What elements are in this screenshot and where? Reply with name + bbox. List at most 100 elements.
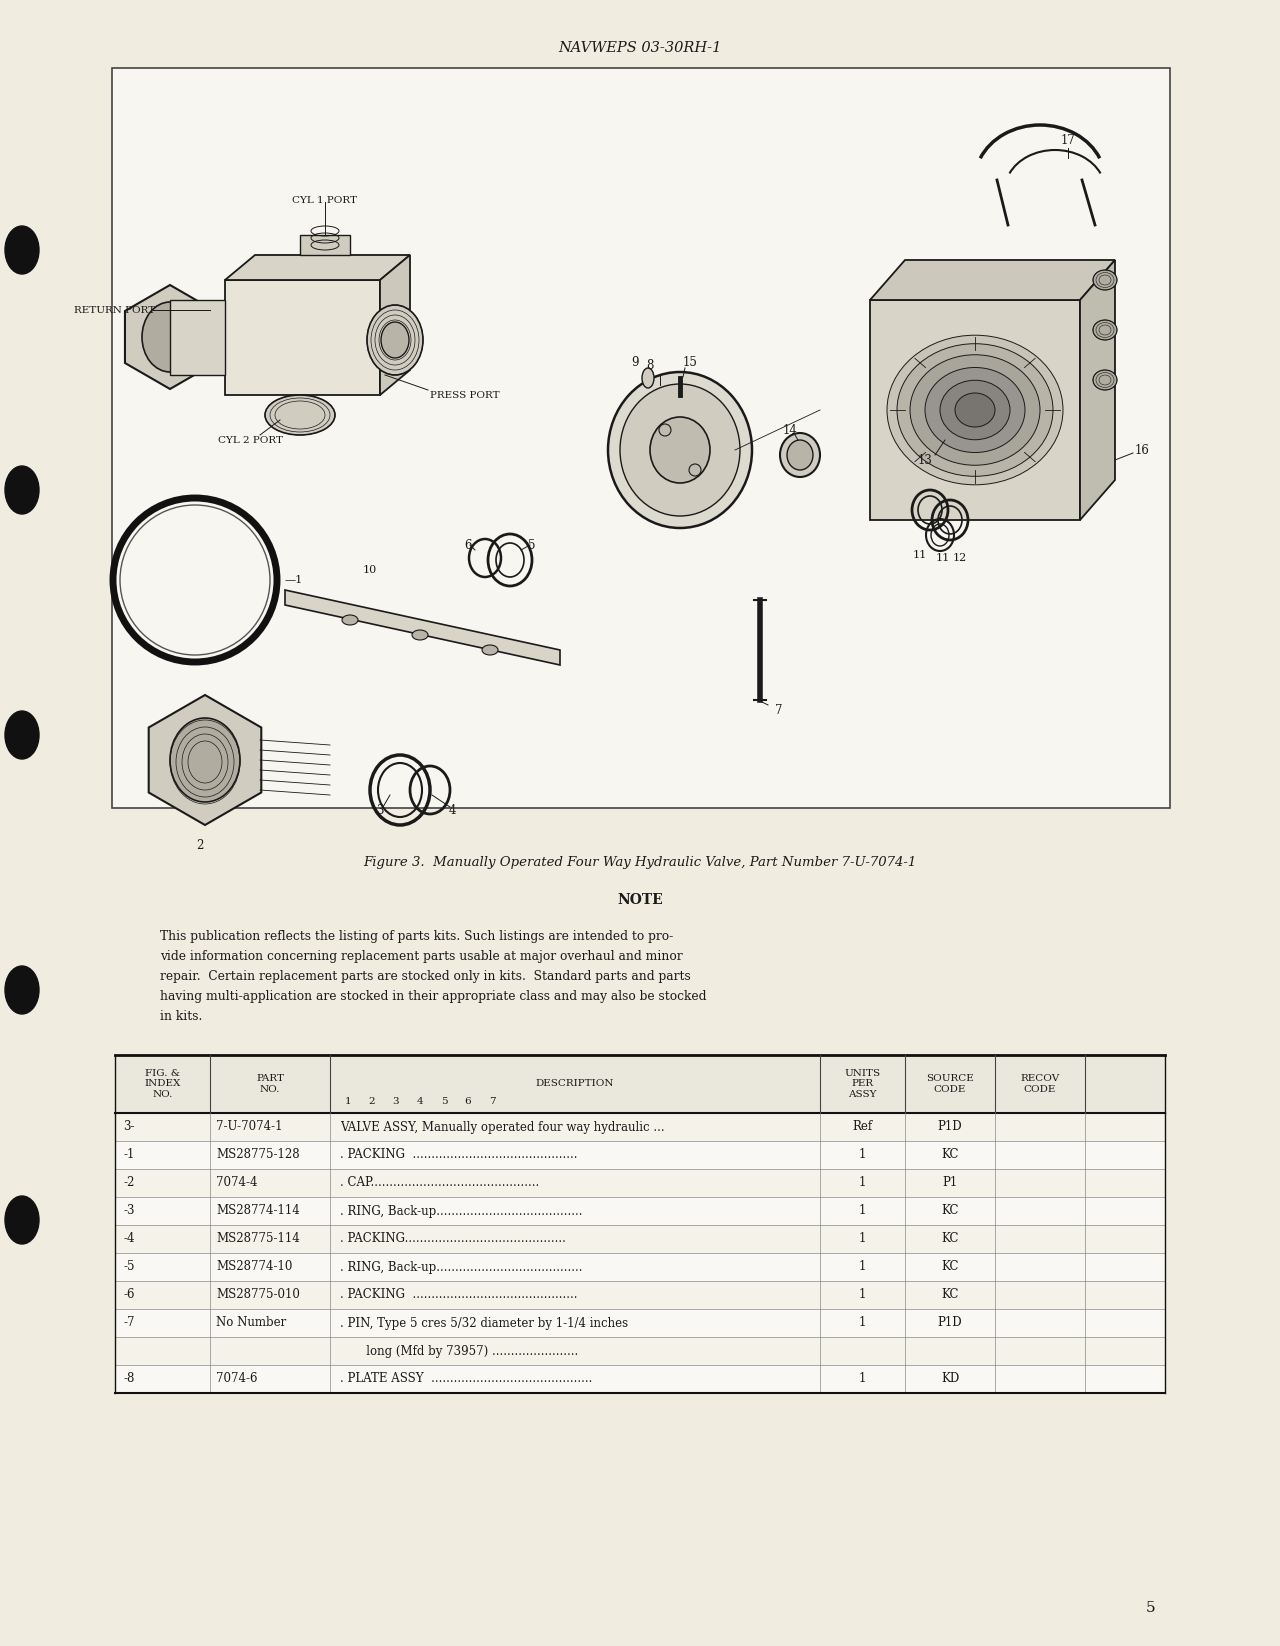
Text: 5: 5 <box>1146 1602 1155 1615</box>
Text: —1: —1 <box>285 574 303 584</box>
Text: No Number: No Number <box>216 1317 287 1330</box>
Text: 7-U-7074-1: 7-U-7074-1 <box>216 1121 283 1134</box>
Polygon shape <box>148 695 261 825</box>
Text: This publication reflects the listing of parts kits. Such listings are intended : This publication reflects the listing of… <box>160 930 673 943</box>
Text: 11: 11 <box>913 550 927 560</box>
Text: KC: KC <box>941 1149 959 1162</box>
Text: Figure 3.  Manually Operated Four Way Hydraulic Valve, Part Number 7-U-7074-1: Figure 3. Manually Operated Four Way Hyd… <box>364 856 916 869</box>
Text: . RING, Back-up.......................................: . RING, Back-up.........................… <box>340 1205 582 1218</box>
Ellipse shape <box>381 323 410 357</box>
Ellipse shape <box>142 301 198 372</box>
Polygon shape <box>1080 260 1115 520</box>
Bar <box>115 1253 1165 1281</box>
Text: KC: KC <box>941 1233 959 1246</box>
Text: CYL 1 PORT: CYL 1 PORT <box>293 196 357 204</box>
Text: UNITS
PER
ASSY: UNITS PER ASSY <box>845 1070 881 1100</box>
Ellipse shape <box>780 433 820 477</box>
Text: 1: 1 <box>344 1098 351 1106</box>
Text: KC: KC <box>941 1205 959 1218</box>
Ellipse shape <box>367 305 422 375</box>
Text: 6: 6 <box>465 1098 471 1106</box>
Text: -4: -4 <box>123 1233 134 1246</box>
Text: P1: P1 <box>942 1177 957 1190</box>
Text: 1: 1 <box>859 1233 867 1246</box>
Bar <box>115 1169 1165 1197</box>
Ellipse shape <box>5 226 38 273</box>
Text: 11: 11 <box>936 553 950 563</box>
Ellipse shape <box>897 344 1053 476</box>
Text: 7: 7 <box>774 703 782 716</box>
Ellipse shape <box>265 395 335 435</box>
Bar <box>115 1309 1165 1337</box>
Text: 1: 1 <box>859 1373 867 1386</box>
Ellipse shape <box>1093 319 1117 341</box>
Text: -8: -8 <box>123 1373 134 1386</box>
Text: VALVE ASSY, Manually operated four way hydraulic ...: VALVE ASSY, Manually operated four way h… <box>340 1121 664 1134</box>
Bar <box>115 1281 1165 1309</box>
Text: NOTE: NOTE <box>617 894 663 907</box>
Text: -5: -5 <box>123 1261 134 1274</box>
Text: RETURN PORT: RETURN PORT <box>74 306 155 314</box>
Ellipse shape <box>650 416 710 482</box>
Text: 16: 16 <box>1135 443 1149 456</box>
Bar <box>115 1365 1165 1393</box>
Text: KC: KC <box>941 1289 959 1302</box>
Bar <box>115 1141 1165 1169</box>
Text: -7: -7 <box>123 1317 134 1330</box>
Text: PRESS PORT: PRESS PORT <box>430 390 499 400</box>
Text: DESCRIPTION: DESCRIPTION <box>536 1080 614 1088</box>
Bar <box>115 1055 1165 1113</box>
Text: 7074-6: 7074-6 <box>216 1373 257 1386</box>
Text: CYL 2 PORT: CYL 2 PORT <box>218 436 283 444</box>
Ellipse shape <box>412 630 428 640</box>
Ellipse shape <box>1093 370 1117 390</box>
Bar <box>170 300 225 375</box>
Ellipse shape <box>483 645 498 655</box>
Text: 1: 1 <box>859 1289 867 1302</box>
Bar <box>113 67 1170 808</box>
Ellipse shape <box>170 718 241 802</box>
Text: MS28774-10: MS28774-10 <box>216 1261 292 1274</box>
Text: . PACKING  ............................................: . PACKING ..............................… <box>340 1149 577 1162</box>
Text: in kits.: in kits. <box>160 1011 202 1024</box>
Polygon shape <box>125 285 215 388</box>
Text: -2: -2 <box>123 1177 134 1190</box>
Text: 4: 4 <box>448 803 456 816</box>
Text: 9: 9 <box>631 356 639 369</box>
Text: NAVWEPS 03-30RH-1: NAVWEPS 03-30RH-1 <box>558 41 722 54</box>
Polygon shape <box>225 280 380 395</box>
Text: 2: 2 <box>369 1098 375 1106</box>
Text: 8: 8 <box>646 359 654 372</box>
Text: 5: 5 <box>529 538 536 551</box>
Text: -1: -1 <box>123 1149 134 1162</box>
Ellipse shape <box>608 372 753 528</box>
Ellipse shape <box>955 393 995 426</box>
Text: MS28774-114: MS28774-114 <box>216 1205 300 1218</box>
Text: 7: 7 <box>489 1098 495 1106</box>
Text: 15: 15 <box>682 356 698 369</box>
Polygon shape <box>870 300 1080 520</box>
Text: 3: 3 <box>376 803 384 816</box>
Text: 1: 1 <box>859 1261 867 1274</box>
Text: KD: KD <box>941 1373 959 1386</box>
Ellipse shape <box>1093 270 1117 290</box>
Polygon shape <box>285 589 561 665</box>
Text: -3: -3 <box>123 1205 134 1218</box>
Ellipse shape <box>787 439 813 471</box>
Text: repair.  Certain replacement parts are stocked only in kits.  Standard parts and: repair. Certain replacement parts are st… <box>160 969 691 983</box>
Text: PART
NO.: PART NO. <box>256 1075 284 1093</box>
Text: 6: 6 <box>465 538 472 551</box>
Text: . PACKING...........................................: . PACKING...............................… <box>340 1233 566 1246</box>
Text: P1D: P1D <box>938 1317 963 1330</box>
Ellipse shape <box>5 711 38 759</box>
Text: . PACKING  ............................................: . PACKING ..............................… <box>340 1289 577 1302</box>
Text: RECOV
CODE: RECOV CODE <box>1020 1075 1060 1093</box>
Text: MS28775-128: MS28775-128 <box>216 1149 300 1162</box>
Ellipse shape <box>342 616 358 625</box>
Text: long (Mfd by 73957) .......................: long (Mfd by 73957) ....................… <box>340 1345 579 1358</box>
Text: 1: 1 <box>859 1205 867 1218</box>
Text: KC: KC <box>941 1261 959 1274</box>
Text: . PLATE ASSY  ...........................................: . PLATE ASSY ...........................… <box>340 1373 593 1386</box>
Text: SOURCE
CODE: SOURCE CODE <box>927 1075 974 1093</box>
Text: vide information concerning replacement parts usable at major overhaul and minor: vide information concerning replacement … <box>160 950 682 963</box>
